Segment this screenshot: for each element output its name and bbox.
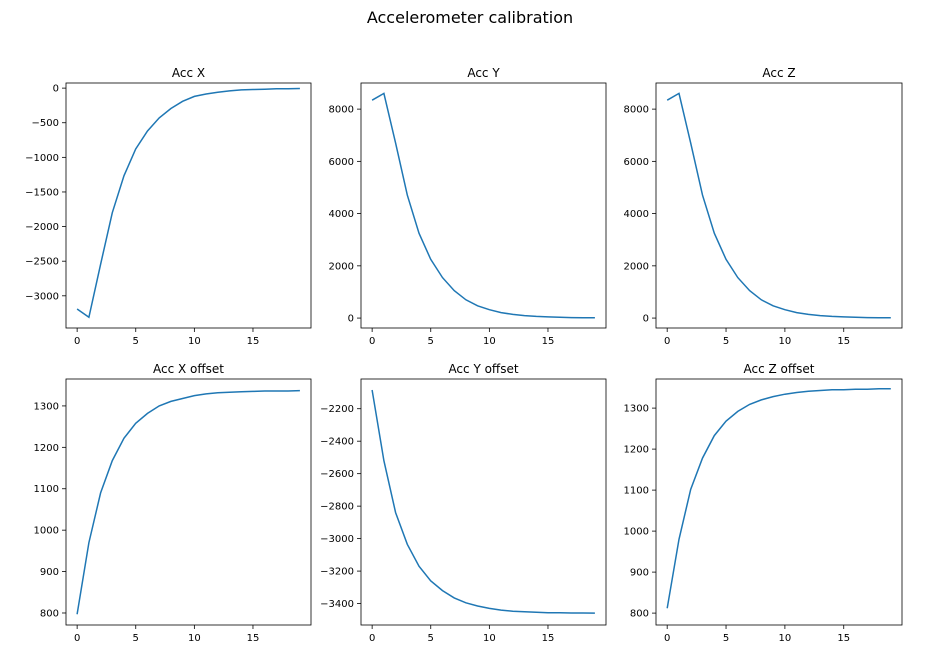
subplot-title: Acc Y: [467, 66, 500, 80]
subplot-5: Acc Y offset 0 5 10 15 −2200 −2400 −2600 −2800 −3…: [320, 362, 607, 644]
y-tick-label: −2400: [320, 437, 354, 448]
x-tick-label: 15: [542, 633, 555, 644]
y-tick-label: −2500: [25, 257, 59, 268]
y-tick-label: −1000: [25, 153, 59, 164]
series-line: [371, 92, 595, 319]
x-tick-label: 10: [779, 633, 792, 644]
y-tick-label: −1500: [25, 187, 59, 198]
x-tick-label: 15: [247, 633, 260, 644]
figure-title: Accelerometer calibration: [367, 8, 573, 27]
y-tick-label: −2200: [320, 404, 354, 415]
x-tick-label: 10: [188, 633, 201, 644]
y-tick-label: 0: [643, 314, 649, 325]
x-tick-label: 0: [369, 336, 375, 347]
series-line: [371, 389, 595, 614]
axes-frame: [65, 378, 312, 626]
y-tick-label: 0: [348, 314, 354, 325]
axes-frame: [655, 82, 903, 329]
subplot-title: Acc X: [172, 66, 205, 80]
subplot-title: Acc Z offset: [744, 362, 815, 376]
axes-frame: [360, 82, 607, 329]
y-tick-label: −2000: [25, 222, 59, 233]
subplot-3: Acc Z 0 5 10 15 0 2000 4000 6000 8000: [624, 66, 903, 347]
x-tick-label: 0: [664, 336, 670, 347]
subplot-title: Acc Y offset: [448, 362, 518, 376]
y-tick-label: 6000: [329, 157, 354, 168]
y-tick-label: 4000: [329, 209, 354, 220]
y-tick-label: −2600: [320, 469, 354, 480]
axes-frame: [360, 378, 607, 626]
x-tick-label: 10: [188, 336, 201, 347]
y-tick-label: −3000: [25, 291, 59, 302]
series-line: [76, 87, 300, 319]
x-tick-label: 10: [779, 336, 792, 347]
x-tick-label: 5: [723, 633, 729, 644]
y-tick-label: 900: [630, 568, 649, 579]
subplot-title: Acc Z: [762, 66, 795, 80]
y-tick-label: 1100: [34, 484, 59, 495]
x-tick-label: 15: [837, 633, 850, 644]
y-tick-label: 8000: [624, 105, 649, 116]
x-tick-label: 0: [369, 633, 375, 644]
y-tick-label: 2000: [624, 261, 649, 272]
x-tick-label: 15: [247, 336, 260, 347]
x-tick-label: 0: [74, 633, 80, 644]
x-tick-label: 5: [428, 633, 434, 644]
y-tick-label: 800: [40, 608, 59, 619]
y-tick-label: −3200: [320, 567, 354, 578]
y-tick-label: −2800: [320, 502, 354, 513]
series-line: [666, 92, 891, 319]
y-tick-label: 4000: [624, 209, 649, 220]
series-line: [666, 388, 891, 609]
y-tick-label: 1000: [624, 527, 649, 538]
y-tick-label: 8000: [329, 105, 354, 116]
y-tick-label: 6000: [624, 157, 649, 168]
x-tick-label: 5: [723, 336, 729, 347]
x-tick-label: 5: [428, 336, 434, 347]
y-tick-label: 1200: [624, 445, 649, 456]
y-tick-label: −3000: [320, 534, 354, 545]
x-tick-label: 0: [664, 633, 670, 644]
subplot-1: Acc X 0 5 10 15 0 −500 −1000 −1500 −2000 −2500 −300…: [25, 66, 312, 347]
y-tick-label: −500: [32, 118, 59, 129]
series-line: [76, 389, 300, 615]
y-tick-label: 1000: [34, 526, 59, 537]
y-tick-label: 1300: [34, 401, 59, 412]
axes-frame: [655, 378, 903, 626]
y-tick-label: 1300: [624, 404, 649, 415]
x-tick-label: 15: [837, 336, 850, 347]
x-tick-label: 0: [74, 336, 80, 347]
x-tick-label: 5: [133, 336, 139, 347]
subplot-4: Acc X offset 0 5 10 15 800 900 1000 1100 1200 1300: [34, 362, 312, 644]
x-tick-label: 15: [542, 336, 555, 347]
y-tick-label: −3400: [320, 599, 354, 610]
y-tick-label: 2000: [329, 261, 354, 272]
y-tick-label: 1100: [624, 486, 649, 497]
y-tick-label: 1200: [34, 443, 59, 454]
subplot-title: Acc X offset: [153, 362, 224, 376]
axes-frame: [65, 82, 312, 329]
subplot-6: Acc Z offset 0 5 10 15 800 900 1000 1100 1200 1300: [624, 362, 903, 644]
subplot-2: Acc Y 0 5 10 15 0 2000 4000 6000 8000: [329, 66, 607, 347]
y-tick-label: 900: [40, 567, 59, 578]
x-tick-label: 10: [483, 633, 496, 644]
y-tick-label: 800: [630, 609, 649, 620]
x-tick-label: 5: [133, 633, 139, 644]
x-tick-label: 10: [483, 336, 496, 347]
y-tick-label: 0: [53, 84, 59, 95]
